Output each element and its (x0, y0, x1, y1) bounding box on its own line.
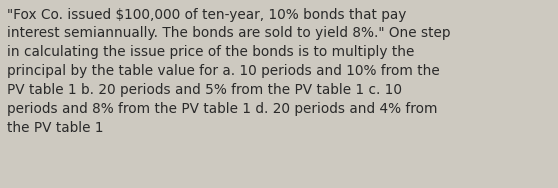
Text: "Fox Co. issued $100,000 of ten-year, 10% bonds that pay
interest semiannually. : "Fox Co. issued $100,000 of ten-year, 10… (7, 8, 450, 135)
